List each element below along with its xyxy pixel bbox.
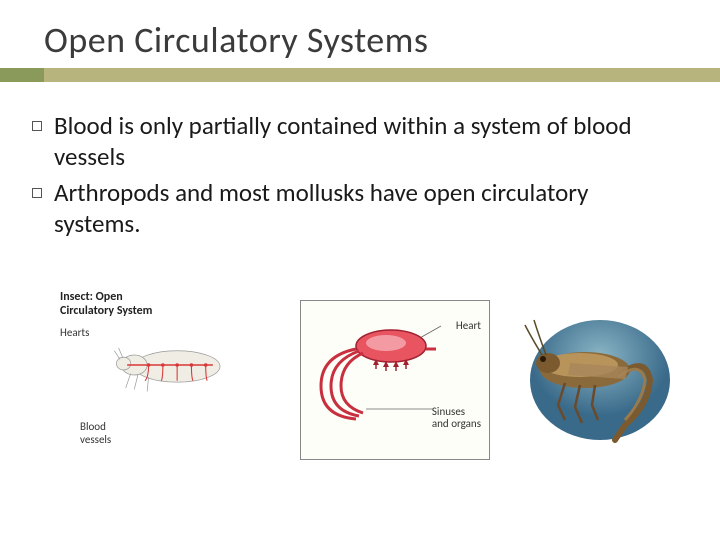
insect-diagram: Insect: Open Circulatory System Hearts B… <box>60 290 280 470</box>
sinuses-label: Sinuses and organs <box>432 406 481 430</box>
slide-title-block: Open Circulatory Systems <box>0 0 720 62</box>
insect-body-icon <box>90 345 250 395</box>
hearts-label: Hearts <box>60 326 89 339</box>
bullet-item: Blood is only partially contained within… <box>32 110 672 173</box>
bullet-text: Arthropods and most mollusks have open c… <box>54 177 672 240</box>
insect-title-line1: Insect: Open <box>60 290 123 304</box>
insect-diagram-title: Insect: Open Circulatory System <box>60 290 280 319</box>
sinuses-line2: and organs <box>432 417 481 430</box>
heart-label: Heart <box>456 319 481 332</box>
bullet-marker-icon <box>32 121 42 131</box>
diagram-row: Insect: Open Circulatory System Hearts B… <box>60 290 670 470</box>
accent-bar-right <box>44 68 720 82</box>
vessels-label-text: Blood vessels <box>80 420 111 446</box>
sinuses-line1: Sinuses <box>432 405 465 418</box>
insect-title-line2: Circulatory System <box>60 304 152 318</box>
heart-schematic: Heart Sinuses and organs <box>300 300 490 460</box>
bullet-list: Blood is only partially contained within… <box>32 110 672 243</box>
bullet-item: Arthropods and most mollusks have open c… <box>32 177 672 240</box>
bullet-text: Blood is only partially contained within… <box>54 110 672 173</box>
grasshopper-icon <box>510 305 670 455</box>
accent-bar-left <box>0 68 44 82</box>
slide-title: Open Circulatory Systems <box>44 18 720 62</box>
blood-vessels-label: Blood vessels <box>80 420 111 446</box>
grasshopper-image <box>510 305 670 455</box>
bullet-marker-icon <box>32 188 42 198</box>
accent-bar <box>0 68 720 82</box>
